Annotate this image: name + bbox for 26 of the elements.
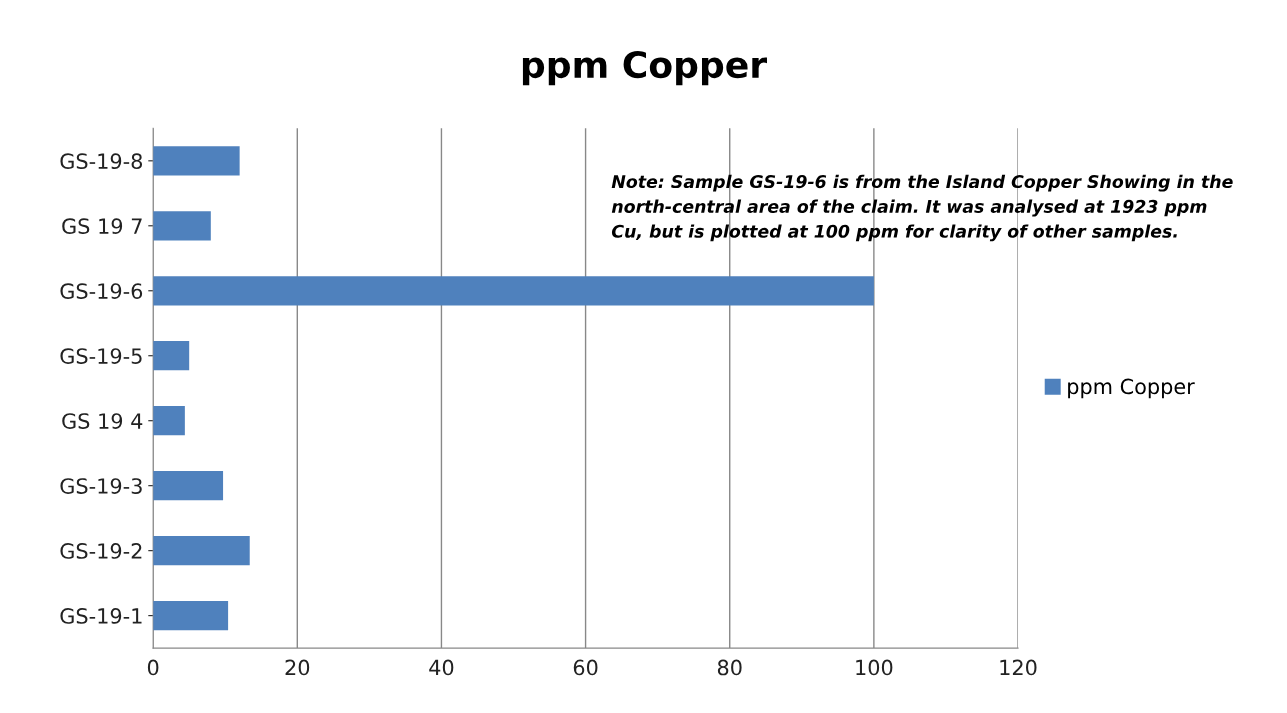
chart-title: ppm Copper bbox=[522, 50, 767, 86]
y-tick-label: GS-19-8 bbox=[60, 153, 143, 170]
y-tick-label: GS-19-3 bbox=[60, 478, 142, 494]
bar bbox=[153, 211, 211, 241]
x-tick-label: 80 bbox=[717, 659, 742, 676]
bar bbox=[153, 406, 185, 436]
bar bbox=[153, 276, 874, 306]
y-tick-label: GS-19-6 bbox=[60, 283, 143, 299]
x-tick-label: 60 bbox=[573, 659, 598, 676]
x-tick-label: 0 bbox=[147, 659, 159, 676]
bar bbox=[153, 341, 190, 371]
x-tick-label: 40 bbox=[429, 659, 454, 676]
x-tick-label: 100 bbox=[856, 659, 893, 676]
y-tick-label: GS-19-2 bbox=[60, 543, 142, 559]
x-tick-label: 120 bbox=[1000, 659, 1037, 676]
bar bbox=[153, 146, 240, 176]
bar bbox=[153, 601, 229, 631]
y-tick-label: GS 19 4 bbox=[62, 413, 143, 429]
y-tick-label: GS-19-1 bbox=[60, 608, 142, 624]
x-tick-label: 20 bbox=[285, 659, 310, 676]
y-tick-label: GS 19 7 bbox=[62, 218, 142, 235]
bar bbox=[153, 471, 224, 501]
bar bbox=[153, 536, 250, 566]
y-tick-label: GS-19-5 bbox=[60, 348, 142, 364]
annotation: Note: Sample GS-19-6 is from the Island Copper Showing in the north-central area of the claim. It was analysed at 1923 ppm Cu, but is plotted at 100 ppm for clarity of other samples. bbox=[611, 174, 1233, 242]
legend-label: ppm Copper bbox=[1068, 378, 1195, 399]
